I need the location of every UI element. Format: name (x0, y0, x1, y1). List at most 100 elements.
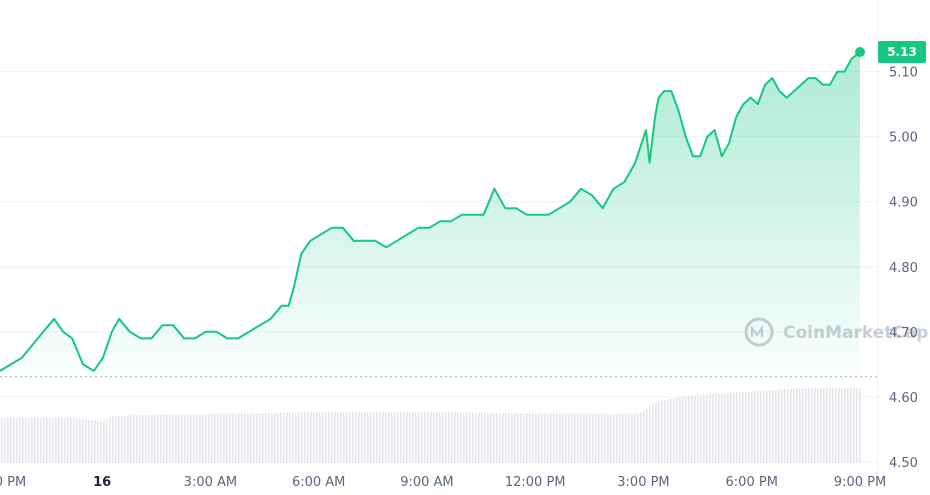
volume-bar (244, 413, 246, 463)
volume-bar (439, 412, 441, 463)
volume-bar (445, 412, 447, 463)
volume-bar (358, 412, 360, 463)
volume-bar (100, 421, 102, 463)
volume-bar (289, 412, 291, 463)
volume-bar (82, 419, 84, 463)
volume-bar (301, 412, 303, 463)
volume-bar (805, 388, 807, 463)
volume-bar (457, 412, 459, 463)
volume-bar (193, 414, 195, 463)
volume-bar (394, 412, 396, 463)
volume-bar (169, 414, 171, 463)
volume-bar (184, 414, 186, 463)
volume-bar (697, 394, 699, 463)
volume-bar (718, 393, 720, 463)
volume-bar (742, 391, 744, 463)
volume-bar (304, 412, 306, 463)
volume-bar (262, 413, 264, 463)
volume-bar (808, 388, 810, 463)
volume-bar (421, 412, 423, 463)
volume-bar (661, 400, 663, 463)
volume-bar (709, 394, 711, 463)
volume-bar (793, 388, 795, 463)
volume-bar (469, 412, 471, 463)
volume-bar (766, 390, 768, 463)
volume-bar (199, 414, 201, 463)
volume-bar (106, 418, 108, 463)
volume-bar (538, 413, 540, 463)
volume-bar (463, 412, 465, 463)
volume-bar (505, 412, 507, 463)
volume-bar (601, 413, 603, 463)
x-tick-label: 3:00 PM (617, 475, 669, 490)
volume-bar (493, 412, 495, 463)
volume-bar (700, 394, 702, 463)
volume-bar (181, 414, 183, 463)
volume-bar (346, 412, 348, 463)
volume-bar (349, 412, 351, 463)
volume-bar (475, 412, 477, 463)
volume-bar (196, 414, 198, 463)
volume-bar (838, 387, 840, 463)
volume-bar (679, 397, 681, 463)
volume-bar (373, 412, 375, 463)
volume-bar (355, 412, 357, 463)
volume-bar (79, 418, 81, 463)
volume-bar (670, 398, 672, 463)
volume-bar (76, 418, 78, 463)
volume-bar (151, 414, 153, 463)
volume-bar (487, 412, 489, 463)
volume-bar (112, 416, 114, 463)
volume-bar (418, 412, 420, 463)
volume-bar (16, 417, 18, 463)
volume-bar (220, 413, 222, 463)
volume-bar (577, 413, 579, 463)
volume-bar (253, 413, 255, 463)
volume-bar (751, 391, 753, 463)
volume-bar (436, 412, 438, 463)
volume-bar (427, 412, 429, 463)
volume-bar (658, 401, 660, 463)
volume-bar (223, 413, 225, 463)
y-axis: 4.50 4.60 4.70 4.80 4.90 5.00 5.10 (889, 66, 918, 471)
volume-bar (214, 413, 216, 463)
volume-bar (811, 387, 813, 463)
volume-bar (34, 417, 36, 463)
volume-bar (769, 390, 771, 463)
volume-bar (673, 398, 675, 463)
volume-bar (685, 396, 687, 463)
volume-bar (610, 413, 612, 463)
volume-bar (772, 389, 774, 463)
volume-bar (451, 412, 453, 463)
volume-bar (790, 388, 792, 463)
x-tick-label: 6:00 PM (726, 475, 778, 490)
volume-bar (754, 391, 756, 463)
volume-bar (535, 413, 537, 463)
volume-bar (163, 414, 165, 463)
volume-bar (139, 415, 141, 463)
volume-bar (730, 392, 732, 463)
volume-bar (781, 389, 783, 463)
volume-bar (142, 415, 144, 463)
volume-bar (553, 413, 555, 463)
volume-bar (472, 412, 474, 463)
volume-bar (40, 417, 42, 463)
y-tick-label: 4.90 (889, 196, 918, 211)
volume-bar (121, 415, 123, 463)
volume-bar (292, 412, 294, 463)
volume-bar (637, 412, 639, 463)
volume-bar (664, 400, 666, 463)
volume-bar (157, 414, 159, 463)
volume-bar (802, 388, 804, 463)
volume-bar (88, 420, 90, 463)
volume-bar (64, 417, 66, 463)
x-tick-label: 6:00 AM (292, 475, 345, 490)
volume-bar (241, 413, 243, 463)
volume-bar (442, 412, 444, 463)
volume-bar (319, 412, 321, 463)
volume-bar (616, 413, 618, 463)
volume-bar (583, 413, 585, 463)
volume-bar (568, 413, 570, 463)
volume-bar (574, 413, 576, 463)
volume-bar (22, 417, 24, 463)
